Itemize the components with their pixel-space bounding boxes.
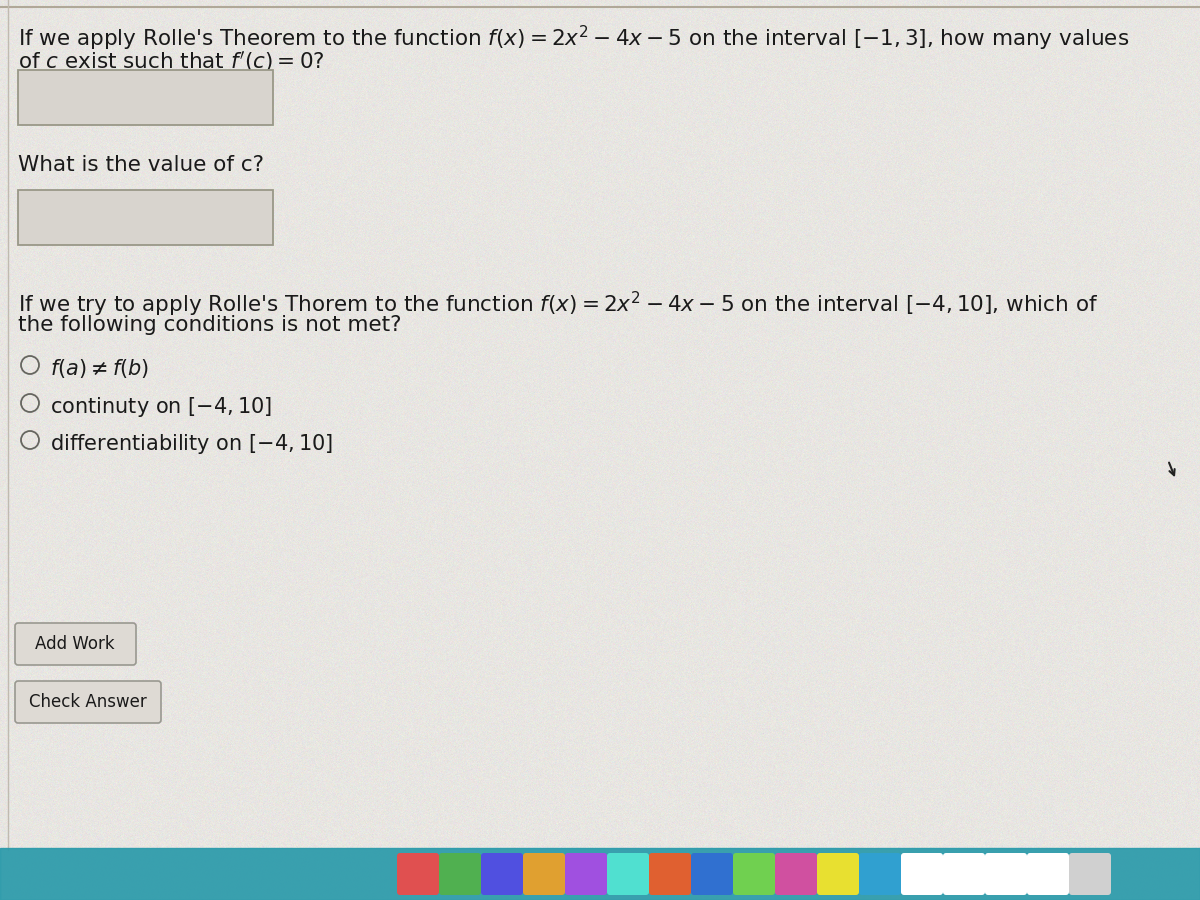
Text: differentiability on $[-4, 10]$: differentiability on $[-4, 10]$ [50, 432, 334, 456]
FancyBboxPatch shape [649, 853, 691, 895]
FancyBboxPatch shape [943, 853, 985, 895]
FancyBboxPatch shape [901, 853, 943, 895]
FancyBboxPatch shape [733, 853, 775, 895]
Text: What is the value of c?: What is the value of c? [18, 155, 264, 175]
Text: Check Answer: Check Answer [29, 693, 146, 711]
FancyBboxPatch shape [397, 853, 439, 895]
FancyBboxPatch shape [775, 853, 817, 895]
Text: continuty on $[-4, 10]$: continuty on $[-4, 10]$ [50, 395, 272, 419]
FancyBboxPatch shape [565, 853, 607, 895]
FancyBboxPatch shape [691, 853, 733, 895]
FancyBboxPatch shape [817, 853, 859, 895]
Text: $f(a) \neq f(b)$: $f(a) \neq f(b)$ [50, 357, 149, 380]
FancyBboxPatch shape [607, 853, 649, 895]
FancyBboxPatch shape [18, 190, 274, 245]
Text: of $c$ exist such that $f'(c) = 0$?: of $c$ exist such that $f'(c) = 0$? [18, 49, 325, 74]
FancyBboxPatch shape [14, 681, 161, 723]
FancyBboxPatch shape [985, 853, 1027, 895]
FancyBboxPatch shape [1027, 853, 1069, 895]
FancyBboxPatch shape [439, 853, 481, 895]
Text: If we try to apply Rolle's Thorem to the function $f(x) = 2x^2 - 4x - 5$ on the : If we try to apply Rolle's Thorem to the… [18, 290, 1098, 320]
Text: If we apply Rolle's Theorem to the function $f(x) = 2x^2 - 4x - 5$ on the interv: If we apply Rolle's Theorem to the funct… [18, 24, 1129, 53]
Text: Add Work: Add Work [35, 635, 115, 653]
Text: the following conditions is not met?: the following conditions is not met? [18, 315, 402, 335]
FancyBboxPatch shape [523, 853, 565, 895]
FancyBboxPatch shape [859, 853, 901, 895]
FancyBboxPatch shape [1069, 853, 1111, 895]
Bar [0, 848, 1200, 900]
FancyBboxPatch shape [18, 70, 274, 125]
FancyBboxPatch shape [481, 853, 523, 895]
FancyBboxPatch shape [14, 623, 136, 665]
